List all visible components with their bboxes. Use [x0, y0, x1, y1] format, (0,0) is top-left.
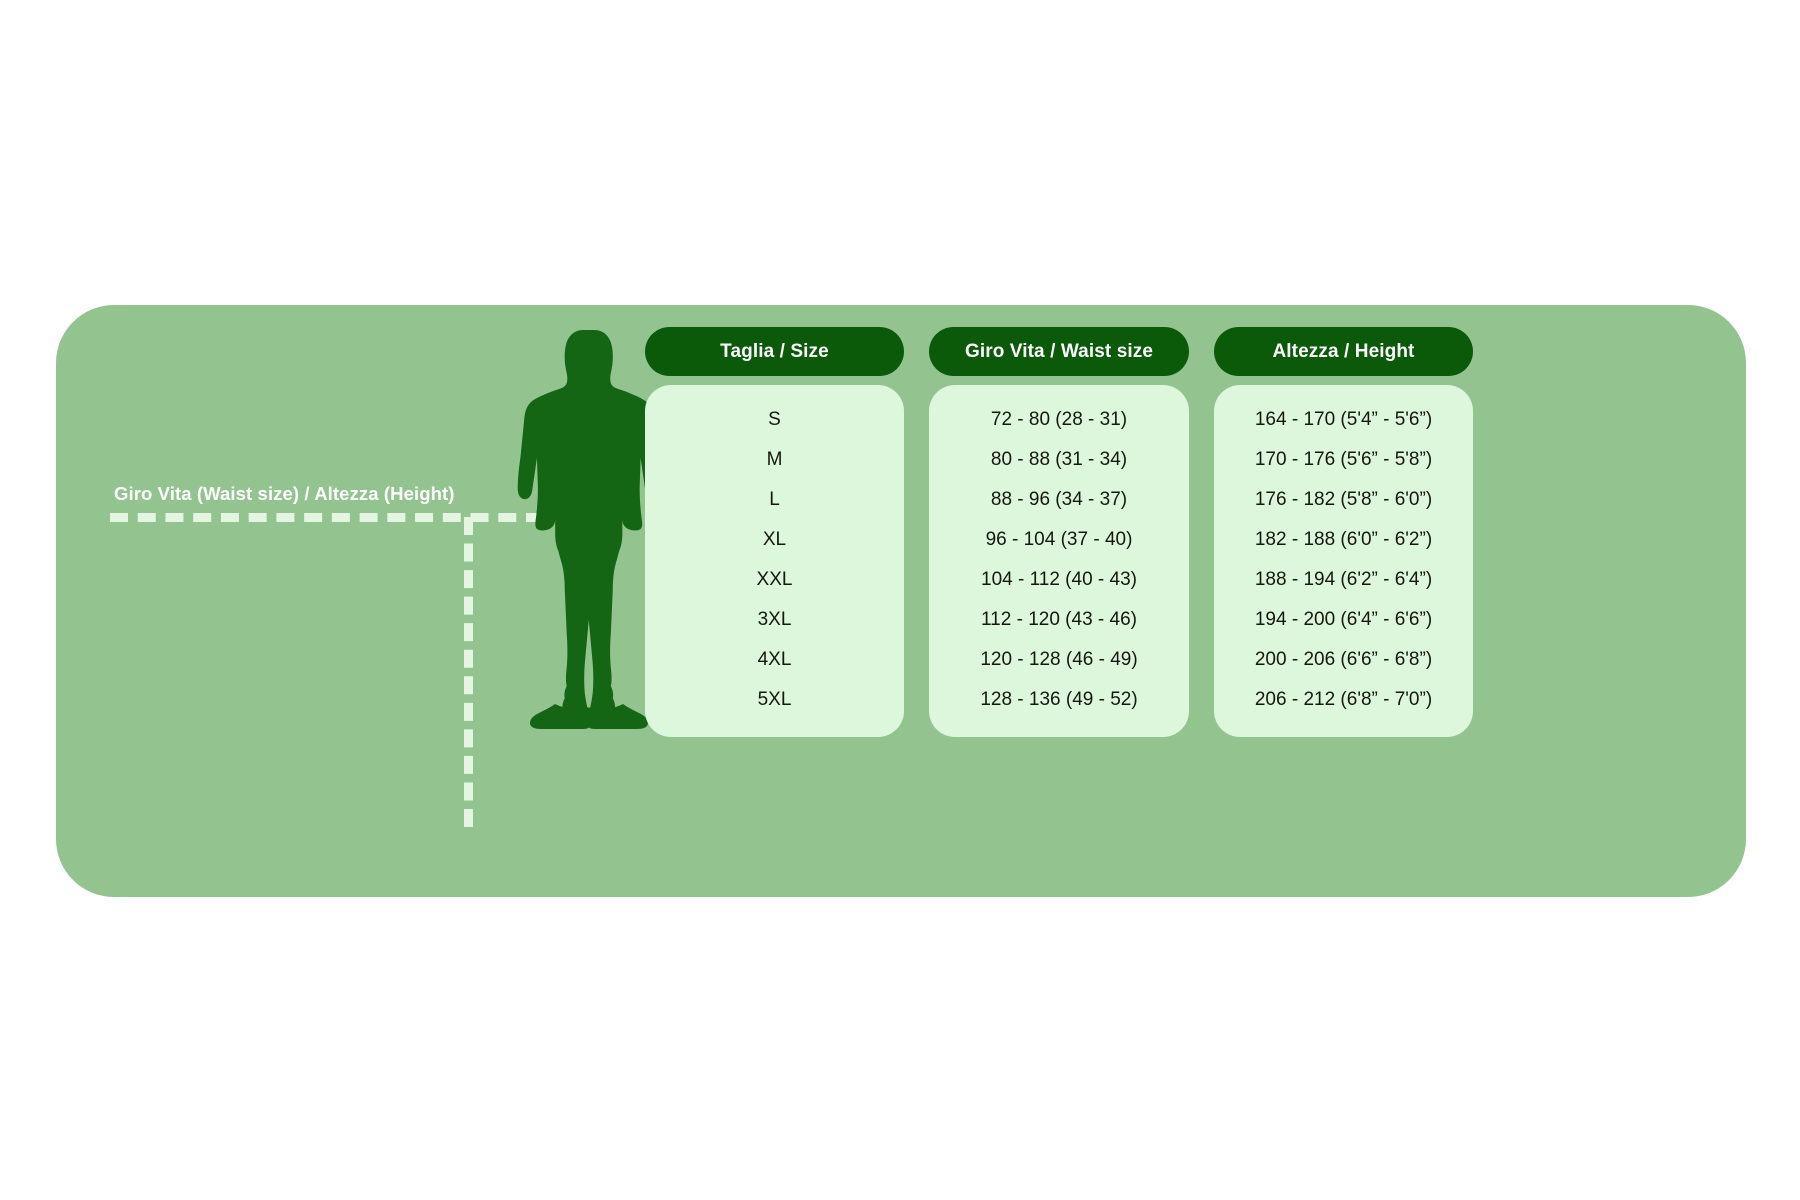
column-body-size: S M L XL XXL 3XL 4XL 5XL — [645, 385, 904, 737]
cell-size-3xl: 3XL — [757, 609, 792, 630]
cell-waist-xl: 96 - 104 (37 - 40) — [985, 529, 1133, 550]
cell-height-l: 176 - 182 (5'8” - 6'0”) — [1254, 489, 1433, 510]
cell-size-s: S — [768, 409, 781, 430]
column-waist: Giro Vita / Waist size 72 - 80 (28 - 31)… — [929, 327, 1189, 737]
cell-waist-xxl: 104 - 112 (40 - 43) — [981, 569, 1137, 590]
standing-man-silhouette-icon — [517, 330, 660, 729]
cell-size-m: M — [766, 449, 783, 470]
cell-height-s: 164 - 170 (5'4” - 5'6”) — [1254, 409, 1433, 430]
cell-height-m: 170 - 176 (5'6” - 5'8”) — [1254, 449, 1433, 470]
dashed-measure-line-icon — [110, 513, 544, 522]
cell-height-xl: 182 - 188 (6'0” - 6'2”) — [1254, 529, 1433, 550]
cell-waist-m: 80 - 88 (31 - 34) — [990, 449, 1128, 470]
cell-size-l: L — [769, 489, 780, 510]
cell-waist-4xl: 120 - 128 (46 - 49) — [980, 649, 1138, 670]
column-height: Altezza / Height 164 - 170 (5'4” - 5'6”)… — [1214, 327, 1473, 737]
size-table: Taglia / Size S M L XL XXL 3XL 4XL 5XL G… — [645, 327, 1473, 737]
cell-height-3xl: 194 - 200 (6'4” - 6'6”) — [1254, 609, 1433, 630]
dashed-measure-line-vertical-icon — [464, 517, 473, 827]
cell-size-5xl: 5XL — [757, 689, 792, 710]
column-body-height: 164 - 170 (5'4” - 5'6”) 170 - 176 (5'6” … — [1214, 385, 1473, 737]
cell-height-5xl: 206 - 212 (6'8” - 7'0”) — [1254, 689, 1433, 710]
cell-waist-5xl: 128 - 136 (49 - 52) — [980, 689, 1138, 710]
cell-size-xxl: XXL — [756, 569, 793, 590]
column-header-size: Taglia / Size — [645, 327, 904, 376]
column-header-height: Altezza / Height — [1214, 327, 1473, 376]
cell-size-4xl: 4XL — [757, 649, 792, 670]
column-body-waist: 72 - 80 (28 - 31) 80 - 88 (31 - 34) 88 -… — [929, 385, 1189, 737]
cell-waist-l: 88 - 96 (34 - 37) — [990, 489, 1128, 510]
column-size: Taglia / Size S M L XL XXL 3XL 4XL 5XL — [645, 327, 904, 737]
column-header-waist: Giro Vita / Waist size — [929, 327, 1189, 376]
cell-waist-s: 72 - 80 (28 - 31) — [990, 409, 1128, 430]
cell-height-4xl: 200 - 206 (6'6” - 6'8”) — [1254, 649, 1433, 670]
cell-height-xxl: 188 - 194 (6'2” - 6'4”) — [1254, 569, 1433, 590]
size-chart-panel: Giro Vita (Waist size) / Altezza (Height… — [56, 305, 1746, 897]
cell-size-xl: XL — [762, 529, 787, 550]
measure-caption-label: Giro Vita (Waist size) / Altezza (Height… — [114, 483, 455, 504]
cell-waist-3xl: 112 - 120 (43 - 46) — [981, 609, 1137, 630]
